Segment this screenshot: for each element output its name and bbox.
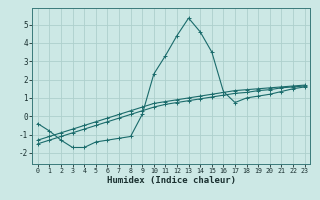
X-axis label: Humidex (Indice chaleur): Humidex (Indice chaleur) [107, 176, 236, 185]
